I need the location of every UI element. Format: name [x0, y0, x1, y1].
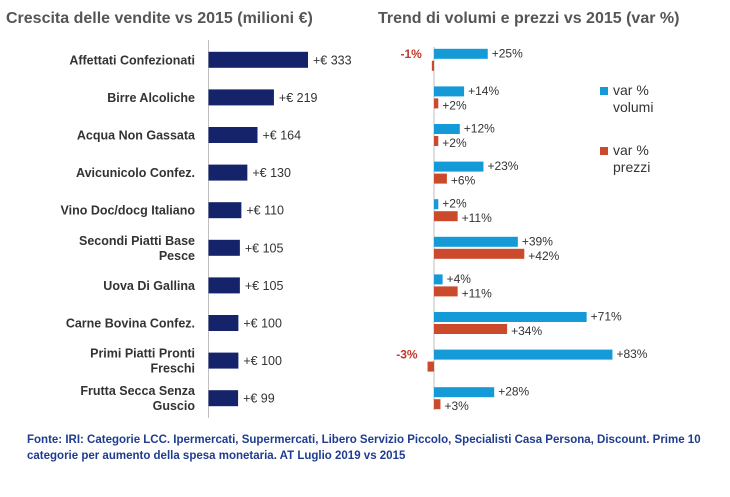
volumi-data-label-5: +2%: [442, 197, 467, 211]
volumi-data-label-9: +83%: [616, 347, 647, 361]
prezzi-data-label-9: -3%: [396, 348, 418, 362]
growth-data-label-4: +€ 130: [252, 166, 291, 180]
volumi-bar-10: [434, 387, 495, 398]
prezzi-bar-6: [434, 248, 525, 259]
prezzi-bar-5: [434, 211, 458, 222]
left-category-label-10: Frutta Secca Senza Guscio: [80, 384, 196, 413]
volumi-bar-7: [434, 274, 443, 285]
prezzi-data-label-8: +34%: [511, 324, 542, 338]
left-category-label-9: Primi Piatti Pronti Freschi: [90, 347, 195, 376]
growth-bar-7: [208, 277, 240, 294]
volumi-bar-4: [434, 161, 484, 172]
left-category-label-8: Carne Bovina Confez.: [66, 317, 195, 331]
legend-swatch-prezzi: [600, 147, 608, 155]
growth-data-label-3: +€ 164: [263, 129, 302, 143]
left-category-label-1: Affettati Confezionati: [69, 53, 195, 67]
prezzi-bar-9: [427, 361, 434, 372]
volumi-data-label-2: +14%: [468, 84, 499, 98]
volumi-data-label-3: +12%: [464, 122, 495, 136]
volumi-data-label-8: +71%: [591, 310, 622, 324]
growth-bar-2: [208, 89, 274, 106]
growth-bar-10: [208, 390, 239, 407]
growth-data-label-9: +€ 100: [243, 354, 282, 368]
legend-label-volumi: var % volumi: [613, 82, 653, 115]
growth-bar-3: [208, 127, 258, 143]
left-category-label-7: Uova Di Gallina: [103, 279, 196, 293]
growth-bar-8: [208, 315, 239, 331]
left-category-label-2: Birre Alcoliche: [107, 91, 195, 105]
volumi-bar-9: [434, 349, 613, 360]
prezzi-bar-7: [434, 286, 458, 297]
left-category-label-3: Acqua Non Gassata: [77, 129, 196, 143]
growth-data-label-1: +€ 333: [313, 53, 352, 67]
growth-data-label-6: +€ 105: [245, 241, 284, 255]
left-category-label-6: Secondi Piatti Base Pesce: [79, 234, 195, 263]
prezzi-data-label-4: +6%: [451, 174, 476, 188]
volumi-bar-8: [434, 312, 587, 322]
volumi-bar-6: [434, 236, 518, 247]
growth-data-label-7: +€ 105: [245, 279, 284, 293]
volumi-data-label-4: +23%: [487, 159, 518, 173]
prezzi-data-label-3: +2%: [442, 136, 467, 150]
volumi-data-label-6: +39%: [522, 234, 553, 248]
prezzi-bar-4: [434, 173, 447, 184]
volumi-bar-3: [434, 124, 460, 134]
prezzi-bar-3: [434, 136, 439, 146]
legend-swatch-volumi: [600, 87, 608, 95]
legend-label-prezzi: var % prezzi: [613, 142, 650, 175]
prezzi-data-label-7: +11%: [462, 286, 492, 300]
volumi-bar-2: [434, 86, 465, 97]
growth-bar-6: [208, 239, 240, 256]
right-chart-title: Trend di volumi e prezzi vs 2015 (var %): [378, 10, 680, 27]
prezzi-data-label-1: -1%: [401, 47, 423, 61]
prezzi-data-label-2: +2%: [442, 98, 467, 112]
footnote: Fonte: IRI: Categorie LCC. Ipermercati, …: [27, 434, 701, 462]
growth-bar-1: [208, 51, 308, 68]
prezzi-bar-8: [434, 324, 508, 334]
growth-data-label-5: +€ 110: [246, 204, 284, 218]
prezzi-data-label-5: +11%: [462, 211, 492, 225]
left-category-label-5: Vino Doc/docg Italiano: [60, 204, 195, 218]
prezzi-data-label-10: +3%: [444, 399, 469, 413]
prezzi-bar-1: [431, 60, 434, 71]
growth-data-label-8: +€ 100: [243, 317, 282, 331]
volumi-data-label-1: +25%: [492, 46, 523, 60]
prezzi-bar-10: [434, 399, 441, 410]
growth-bar-4: [208, 164, 248, 181]
growth-data-label-10: +€ 99: [243, 392, 275, 406]
prezzi-bar-2: [434, 98, 439, 109]
left-chart-title: Crescita delle vendite vs 2015 (milioni …: [6, 10, 313, 27]
volumi-bar-5: [434, 199, 439, 210]
prezzi-data-label-6: +42%: [528, 249, 559, 263]
volumi-bar-1: [434, 48, 488, 59]
growth-bar-9: [208, 352, 239, 369]
volumi-data-label-7: +4%: [447, 272, 472, 286]
growth-data-label-2: +€ 219: [279, 91, 318, 105]
volumi-data-label-10: +28%: [498, 385, 529, 399]
growth-bar-5: [208, 202, 242, 219]
left-category-label-4: Avicunicolo Confez.: [76, 166, 195, 180]
